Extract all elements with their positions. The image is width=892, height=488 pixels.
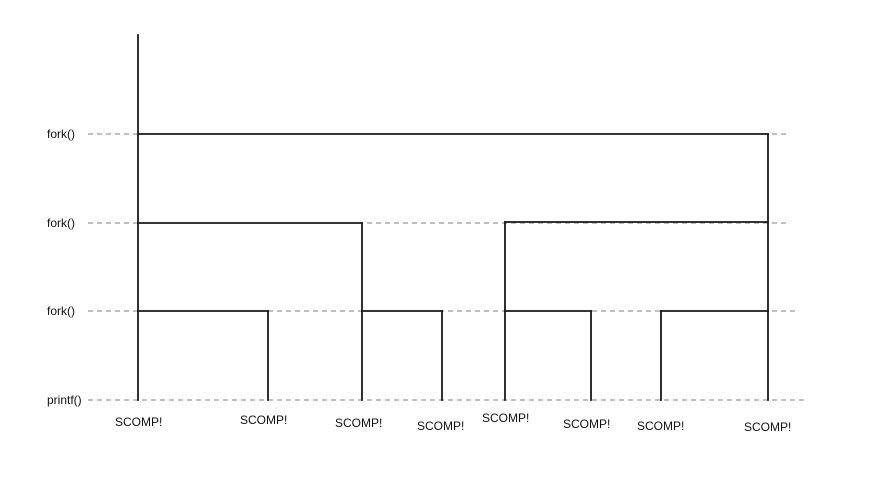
output-label: SCOMP! (115, 415, 162, 429)
row-label-printf: printf() (47, 393, 82, 407)
row-label-fork-1: fork() (47, 127, 75, 141)
printf-outputs: SCOMP! SCOMP! SCOMP! SCOMP! SCOMP! SCOMP… (115, 411, 791, 434)
output-label: SCOMP! (637, 419, 684, 433)
output-label: SCOMP! (482, 411, 529, 425)
output-label: SCOMP! (240, 413, 287, 427)
output-label: SCOMP! (335, 416, 382, 430)
row-label-fork-2: fork() (47, 216, 75, 230)
output-label: SCOMP! (563, 417, 610, 431)
output-label: SCOMP! (744, 420, 791, 434)
process-tree (137, 34, 769, 401)
row-label-fork-3: fork() (47, 304, 75, 318)
output-label: SCOMP! (417, 419, 464, 433)
